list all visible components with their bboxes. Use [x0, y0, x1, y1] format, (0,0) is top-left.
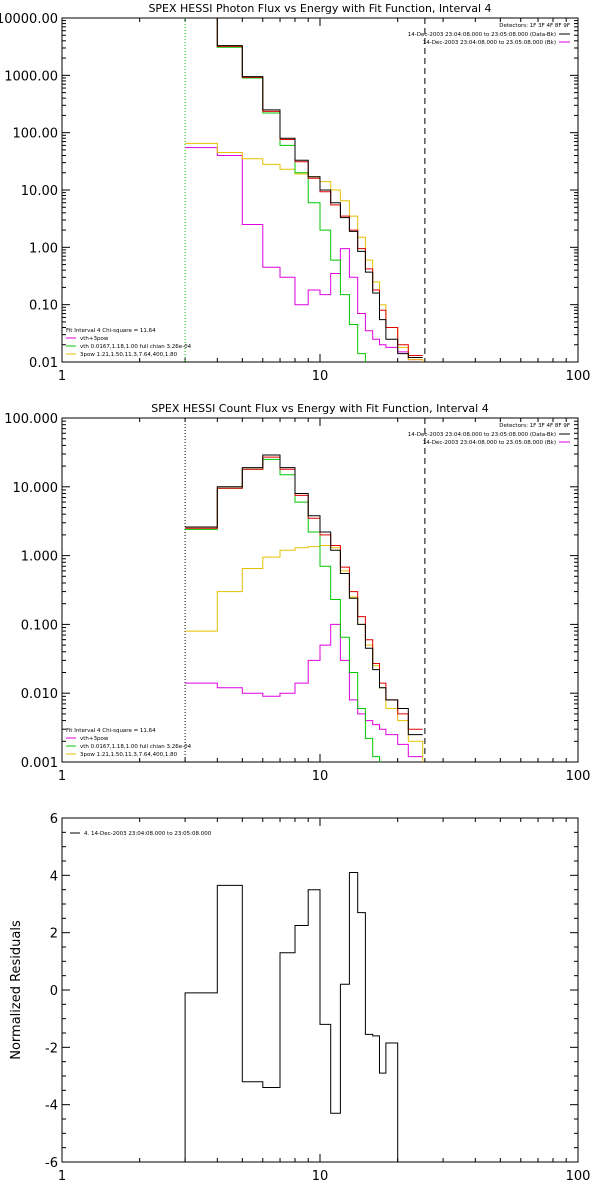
x-tick-label: 10	[312, 769, 329, 784]
panel-1: SPEX HESSI Photon Flux vs Energy with Fi…	[0, 2, 590, 384]
fit-legend-label: vth 0.0167,1.18,1.00 full chian 3.26e-04	[80, 344, 192, 350]
y-tick-label: 0.10	[29, 299, 58, 314]
y-tick-label: 0	[50, 984, 58, 999]
fit-legend-label: vth 0.0167,1.18,1.00 full chian 3.26e-04	[80, 744, 192, 750]
y-tick-label: 4	[50, 869, 58, 884]
y-tick-label: 10.000	[13, 481, 59, 496]
x-tick-label: 1	[58, 769, 66, 784]
y-tick-label: -4	[45, 1099, 58, 1114]
fit-header-label: Fit Interval 4 Chi-square = 11.64	[66, 728, 156, 734]
y-tick-label: 6	[50, 812, 58, 827]
x-tick-label: 1	[58, 369, 66, 384]
y-tick-label: 100.000	[4, 412, 58, 427]
y-tick-label: 1000.00	[4, 69, 58, 84]
interval-legend-label: 14-Dec-2003 23:04:08.000 to 23:05:08.000…	[408, 32, 556, 38]
series-vth	[185, 458, 380, 762]
series-data	[185, 18, 423, 358]
interval-legend-label: 14-Dec-2003 23:04:08.000 to 23:05:08.000…	[423, 40, 556, 46]
y-tick-label: -2	[45, 1041, 58, 1056]
series-vth	[185, 18, 366, 362]
x-tick-label: 1	[58, 1169, 66, 1184]
y-tick-label: 0.001	[21, 756, 58, 771]
fit-header-label: Fit Interval 4 Chi-square = 11.64	[66, 328, 156, 334]
y-tick-label: 1.00	[29, 241, 58, 256]
y-axis-label: Normalized Residuals	[9, 920, 24, 1060]
x-tick-label: 100	[566, 1169, 591, 1184]
x-tick-label: 100	[566, 769, 591, 784]
plot-area	[184, 18, 426, 362]
y-tick-label: 0.010	[21, 687, 58, 702]
chart-title: SPEX HESSI Photon Flux vs Energy with Fi…	[148, 2, 491, 15]
series-3pow	[185, 545, 424, 762]
interval-legend-label: 14-Dec-2003 23:04:08.000 to 23:05:08.000…	[408, 432, 556, 438]
plot-area	[184, 872, 409, 1162]
residuals-line	[184, 872, 409, 1162]
series-data	[185, 454, 423, 736]
detectors-label: Detectors: 1F 3F 4F 8F 9F	[499, 23, 570, 29]
fit-legend-label: vth+3pow	[80, 736, 109, 742]
fit-legend-label: 3pow 1.21,1.50,11.3,7.64,400,1.80	[80, 752, 178, 758]
fit-legend-label: 3pow 1.21,1.50,11.3,7.64,400,1.80	[80, 352, 178, 358]
series-vth-3pow	[185, 456, 423, 730]
plot-area	[184, 418, 426, 762]
residual-legend-label: 4. 14-Dec-2003 23:04:08.000 to 23:05:08.…	[84, 831, 212, 837]
x-tick-label: 10	[312, 1169, 329, 1184]
chart-title: SPEX HESSI Count Flux vs Energy with Fit…	[151, 402, 488, 415]
series-background	[185, 623, 423, 758]
x-tick-label: 100	[566, 369, 591, 384]
y-tick-label: 2	[50, 927, 58, 942]
y-tick-label: 10000.00	[0, 12, 58, 27]
y-tick-label: -6	[45, 1156, 58, 1171]
fit-legend-label: vth+3pow	[80, 336, 109, 342]
plot-frame	[61, 417, 579, 763]
y-tick-label: 10.00	[21, 184, 58, 199]
y-tick-label: 0.01	[29, 356, 58, 371]
interval-legend-label: 14-Dec-2003 23:04:08.000 to 23:05:08.000…	[423, 440, 556, 446]
y-tick-label: 1.000	[21, 550, 58, 565]
y-tick-label: 100.00	[13, 127, 59, 142]
panel-3: 1 10 100 6 4 2 0 -2 -4 -6 Normalized Residuals 4. 1…	[9, 812, 590, 1184]
x-tick-label: 10	[312, 369, 329, 384]
y-tick-label: 0.100	[21, 618, 58, 633]
panel-2: SPEX HESSI Count Flux vs Energy with Fit…	[4, 402, 590, 784]
detectors-label: Detectors: 1F 3F 4F 8F 9F	[499, 423, 570, 429]
